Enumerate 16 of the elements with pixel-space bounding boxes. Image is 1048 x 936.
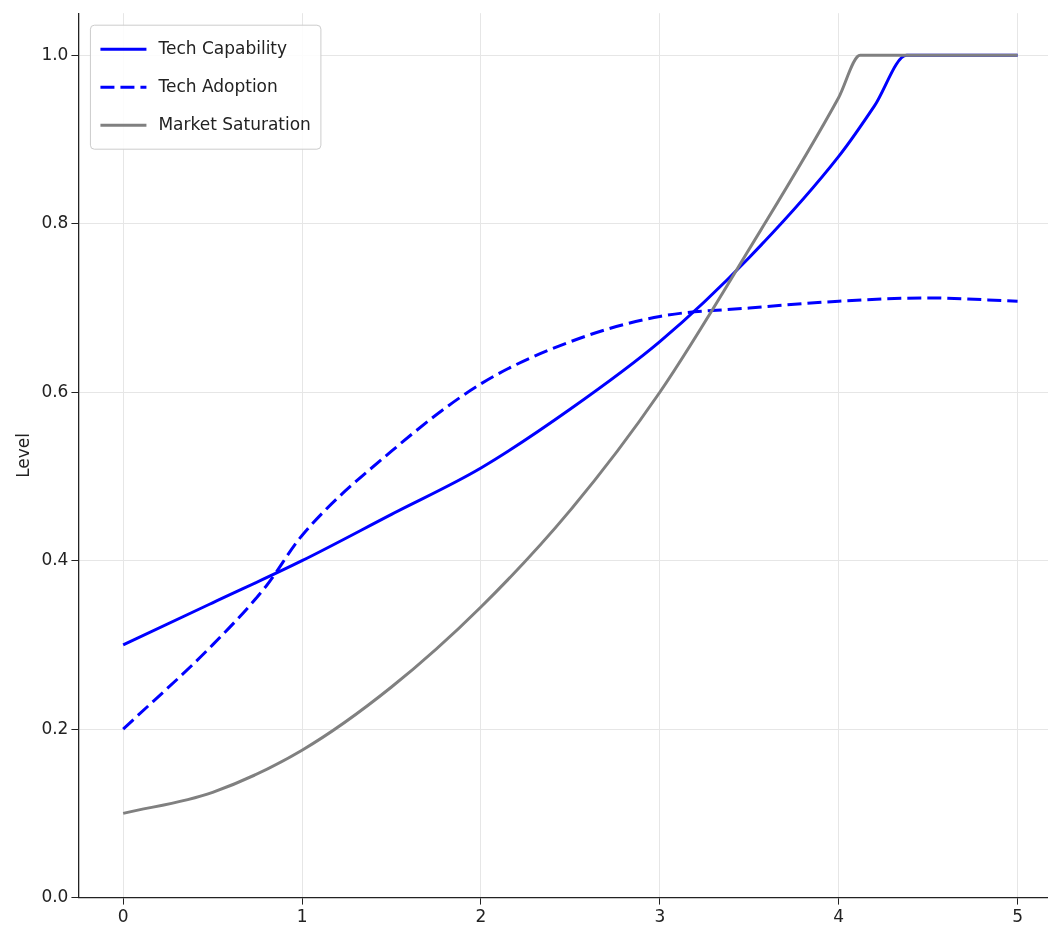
legend-label: Tech Capability <box>157 37 288 58</box>
y-tick-label: 0.2 <box>41 717 69 738</box>
x-tick-label: 4 <box>833 906 845 927</box>
legend-label: Tech Adoption <box>157 75 278 96</box>
x-tick-label: 0 <box>117 906 129 927</box>
y-tick-label: 0.4 <box>41 549 69 570</box>
x-tick-label: 3 <box>654 906 666 927</box>
y-tick-label: 0.6 <box>41 380 69 401</box>
x-tick-label: 2 <box>475 906 487 927</box>
legend-label: Market Saturation <box>158 113 311 134</box>
y-tick-label: 0.0 <box>41 886 69 907</box>
x-tick-label: 1 <box>296 906 308 927</box>
x-tick-label: 5 <box>1012 906 1023 927</box>
y-tick-label: 1.0 <box>41 43 69 64</box>
y-axis-title: Level <box>12 432 33 478</box>
y-tick-label: 0.8 <box>41 212 69 233</box>
